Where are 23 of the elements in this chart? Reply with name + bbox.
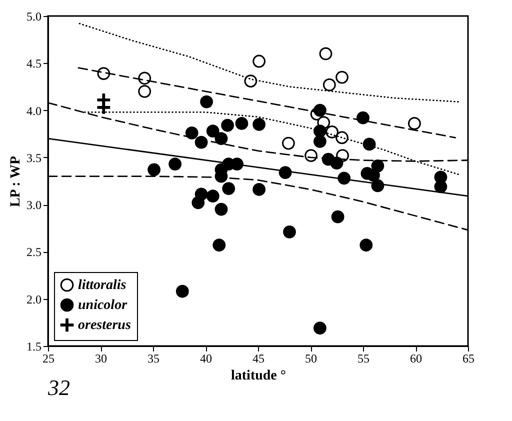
x-tick-label: 40 bbox=[200, 352, 212, 366]
legend-label: unicolor bbox=[78, 298, 128, 313]
y-tick-label: 5.0 bbox=[26, 10, 42, 24]
legend-label: littoralis bbox=[78, 278, 127, 293]
x-tick-label: 55 bbox=[358, 352, 370, 366]
x-axis-title: latitude ° bbox=[231, 368, 286, 384]
y-tick-label: 2.0 bbox=[26, 292, 42, 306]
legend-label: oresterus bbox=[78, 318, 132, 333]
y-tick-label: 2.5 bbox=[26, 245, 42, 260]
x-tick-label: 25 bbox=[42, 352, 54, 366]
y-tick-label: 4.0 bbox=[26, 104, 42, 118]
y-tick-label: 3.0 bbox=[26, 198, 42, 212]
y-axis-title: LP : WP bbox=[8, 156, 24, 208]
x-tick-label: 35 bbox=[148, 352, 160, 366]
y-tick-label: 3.5 bbox=[26, 150, 42, 165]
x-tick-label: 65 bbox=[462, 352, 474, 366]
y-tick-label: 4.5 bbox=[26, 56, 42, 71]
text: 32 bbox=[47, 375, 70, 400]
x-tick-label: 60 bbox=[410, 352, 422, 366]
y-tick-label: 1.5 bbox=[26, 340, 42, 354]
x-tick-label: 50 bbox=[305, 352, 317, 366]
x-tick-label: 30 bbox=[95, 352, 107, 366]
x-tick-label: 45 bbox=[252, 352, 264, 366]
